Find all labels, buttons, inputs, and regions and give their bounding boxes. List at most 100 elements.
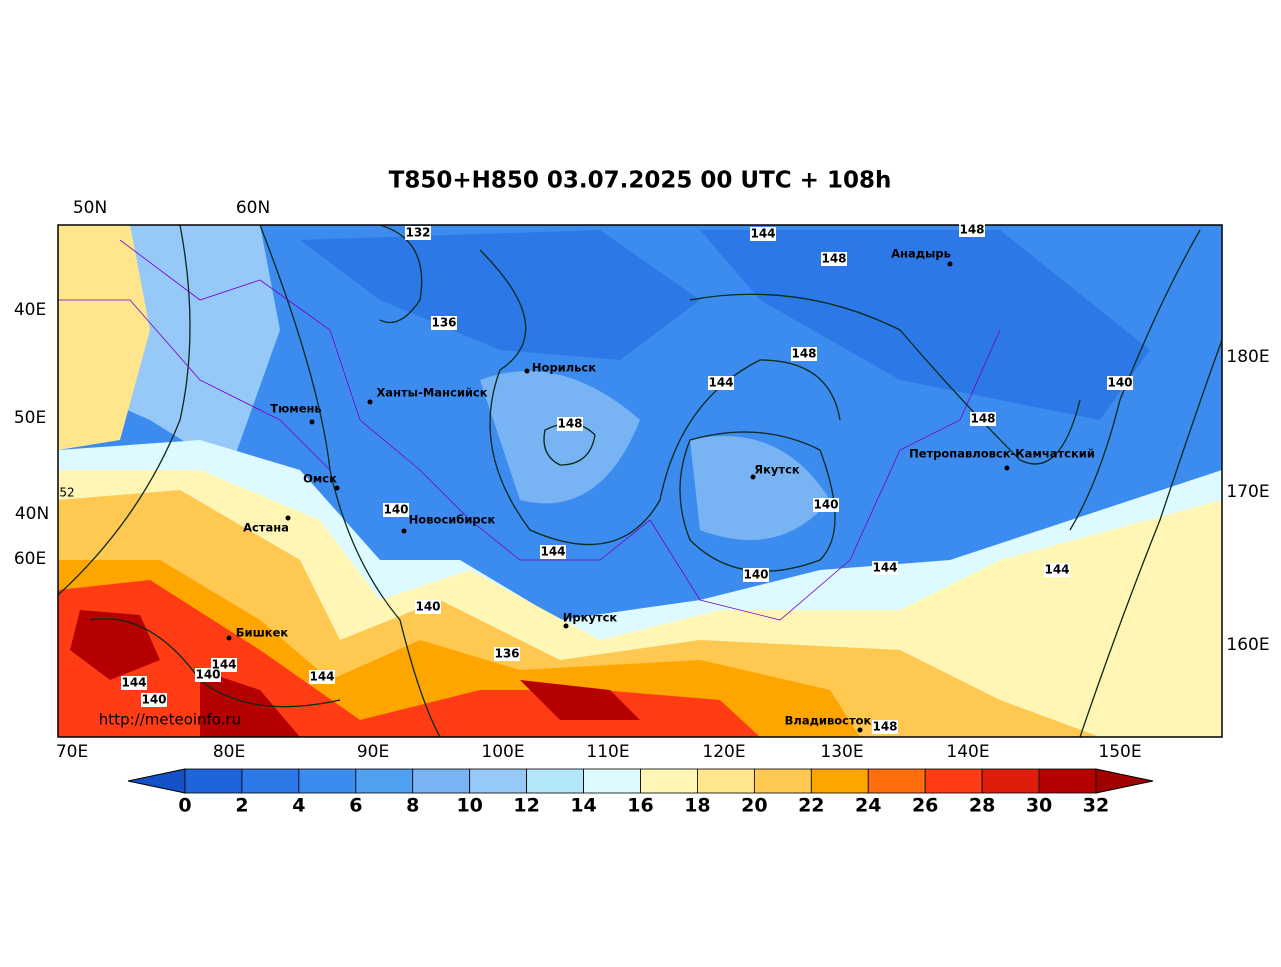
colorbar-bin <box>412 768 471 794</box>
colorbar-tick-label: 12 <box>513 795 539 817</box>
lon-label: 40E <box>14 300 46 320</box>
lat-label: 50N <box>73 198 107 218</box>
field-region <box>480 371 830 540</box>
colorbar-tick-label: 6 <box>349 795 362 817</box>
colorbar-tick-label: 16 <box>627 795 653 817</box>
edge-label: 52 <box>59 486 74 500</box>
contour-label-bg <box>743 568 769 582</box>
map-frame <box>57 224 1223 738</box>
lon-label: 120E <box>702 742 745 762</box>
lon-label: 170E <box>1226 482 1269 502</box>
colorbar-bin <box>640 768 698 794</box>
contour-label-bg <box>872 561 898 575</box>
city-dot <box>285 515 291 521</box>
contour-label-bg <box>405 226 431 240</box>
city-label: Омск <box>303 472 337 486</box>
city-label: Петропавловск-Камчатский <box>909 447 1095 461</box>
city-dot <box>524 368 530 374</box>
city-dot <box>401 528 407 534</box>
colorbar-bin <box>810 768 869 794</box>
city-dot <box>367 399 373 405</box>
colorbar-bin <box>697 768 755 794</box>
contour-label-bg <box>1107 376 1133 390</box>
contour-label: 140 <box>141 693 166 707</box>
colorbar-bin <box>469 768 528 794</box>
contour-label: 136 <box>494 647 519 661</box>
colorbar-tick-label: 4 <box>292 795 305 817</box>
city-dot <box>750 474 756 480</box>
contours <box>58 225 1222 737</box>
city-dot <box>857 727 863 733</box>
contour-label-bg <box>540 545 566 559</box>
city-label: Иркутск <box>563 611 618 625</box>
city-label: Новосибирск <box>409 513 496 527</box>
city-label: Астана <box>243 521 289 535</box>
colorbar-tick-label: 0 <box>178 795 191 817</box>
contour-label: 140 <box>415 600 440 614</box>
lon-label: 50E <box>14 408 46 428</box>
contour-label: 148 <box>791 347 816 361</box>
city-label: Владивосток <box>785 714 872 728</box>
lon-label: 100E <box>481 742 524 762</box>
city-label: Якутск <box>754 463 800 477</box>
city-dot <box>334 485 340 491</box>
contour-label-bg <box>309 670 335 684</box>
city-label: Ханты-Мансийск <box>376 386 487 400</box>
lon-label: 140E <box>946 742 989 762</box>
colorbar-tick-label: 18 <box>684 795 710 817</box>
contour-label-bg <box>383 503 409 517</box>
title: T850+H850 03.07.2025 00 UTC + 108h <box>389 168 892 194</box>
contour-label: 144 <box>1044 563 1069 577</box>
contour-label: 144 <box>750 227 775 241</box>
colorbar-bin <box>355 768 414 794</box>
colorbar-bin <box>583 768 641 794</box>
contour-label: 148 <box>557 417 582 431</box>
colorbar-bin <box>981 768 1040 794</box>
contour-label: 144 <box>708 376 733 390</box>
contour-label: 140 <box>1107 376 1132 390</box>
contour-label: 144 <box>211 658 236 672</box>
contour-label-bg <box>1044 563 1070 577</box>
colorbar-bin <box>924 768 983 794</box>
city-dot <box>309 419 315 425</box>
contour-label-bg <box>821 252 847 266</box>
contour-label: 140 <box>743 568 768 582</box>
lon-label: 60E <box>14 549 46 569</box>
contour-label-bg <box>415 600 441 614</box>
city-dot <box>1004 465 1010 471</box>
field-region <box>58 225 150 450</box>
colorbar-tick-label: 22 <box>798 795 824 817</box>
contour-label-bg <box>872 720 898 734</box>
map-field <box>58 225 1222 737</box>
colorbar-tick-label: 28 <box>969 795 995 817</box>
colorbar-tick-label: 14 <box>570 795 596 817</box>
colorbar-tick-label: 32 <box>1083 795 1109 817</box>
contour-label-bg <box>121 676 147 690</box>
lon-label: 130E <box>820 742 863 762</box>
contour-label-bg <box>970 412 996 426</box>
colorbar-bin <box>184 768 243 794</box>
lat-label: 60N <box>236 198 270 218</box>
contour-label-bg <box>557 417 583 431</box>
lon-label: 90E <box>357 742 389 762</box>
colorbar-bin <box>753 768 812 794</box>
colorbar-tick-label: 2 <box>235 795 248 817</box>
contour-label: 148 <box>821 252 846 266</box>
contour-label: 144 <box>309 670 334 684</box>
city-dot <box>563 623 569 629</box>
contour-label-bg <box>141 693 167 707</box>
lon-label: 150E <box>1098 742 1141 762</box>
field-region <box>70 610 640 737</box>
lon-label: 40N <box>15 504 49 524</box>
contour-label: 136 <box>431 316 456 330</box>
colorbar-bin <box>241 768 300 794</box>
city-dot <box>226 635 232 641</box>
colorbar-tick-label: 30 <box>1026 795 1052 817</box>
colorbar-tick-label: 10 <box>456 795 482 817</box>
colorbar-tick-label: 20 <box>741 795 767 817</box>
lon-label: 160E <box>1226 635 1269 655</box>
contour-label-bg <box>195 668 221 682</box>
watermark: http://meteoinfo.ru <box>99 711 241 729</box>
